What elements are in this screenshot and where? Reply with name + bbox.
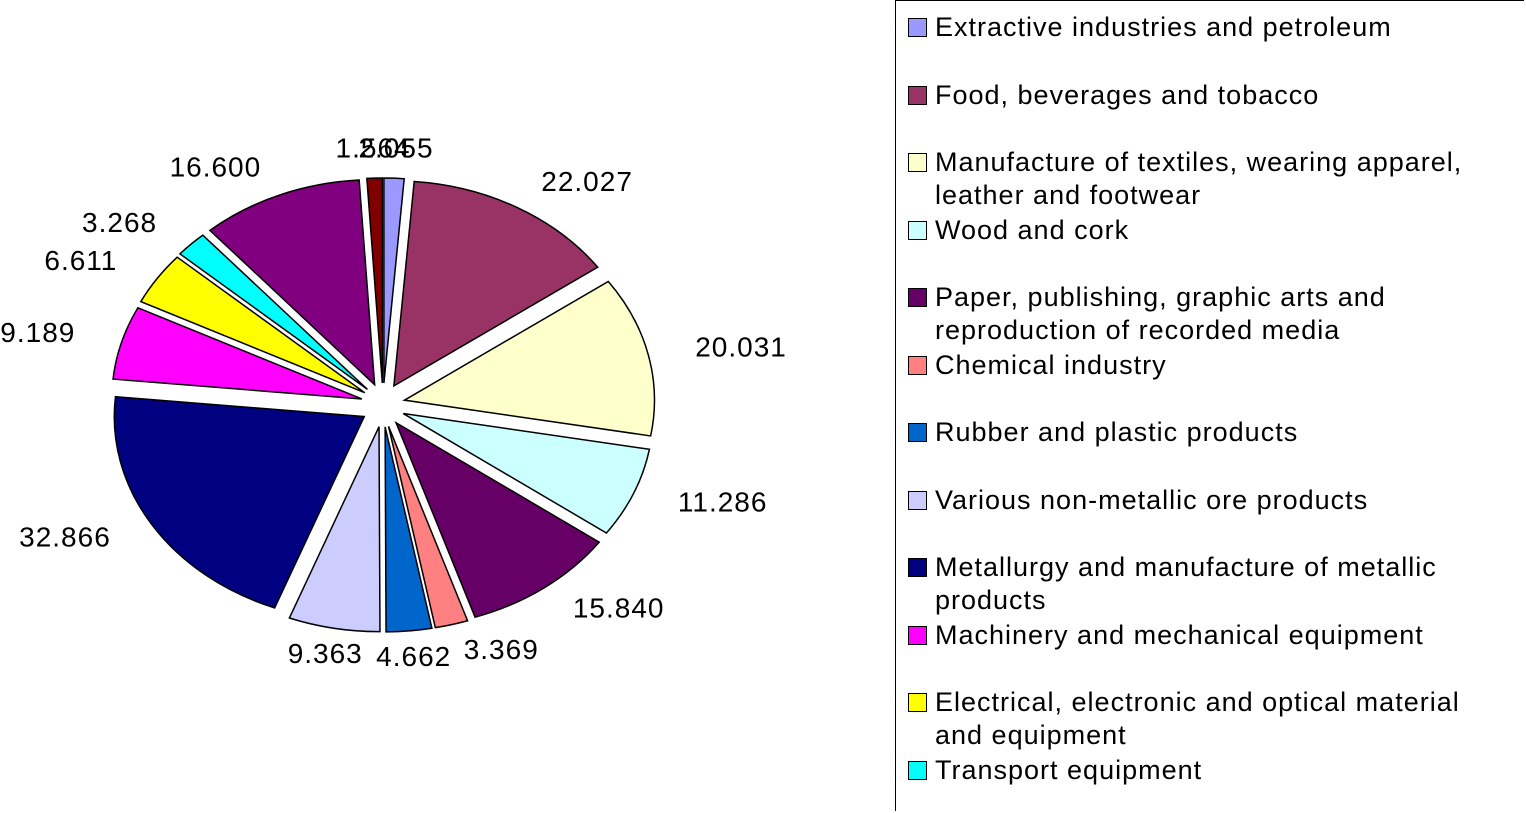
pie-area: 2.055 22.027 20.031 11.286 15.840 3.369 4.662 9…: [0, 133, 787, 673]
legend-label: Paper, publishing, graphic arts and repr…: [935, 282, 1386, 345]
pie-slice: [366, 177, 384, 384]
data-label: 11.286: [678, 486, 768, 517]
data-label: 3.369: [464, 634, 539, 665]
legend-label: Extractive industries and petroleum: [935, 12, 1392, 42]
data-label: 3.268: [82, 207, 157, 238]
legend-swatch: [908, 625, 927, 645]
pie-slice: [178, 234, 368, 391]
pie-slice: [402, 280, 656, 437]
legend-item: Extractive industries and petroleum: [908, 11, 1523, 44]
legend: Extractive industries and petroleum Food,…: [895, 0, 1524, 811]
pie-slice: [402, 412, 651, 534]
legend-swatch: [908, 18, 927, 37]
legend-item: Chemical industry: [908, 349, 1523, 382]
legend-item: Food, beverages and tobacco: [908, 79, 1523, 112]
data-label: 6.611: [44, 245, 117, 276]
legend-label: Various non-metallic ore products: [935, 484, 1369, 515]
legend-label: Chemical industry: [935, 349, 1167, 380]
legend-label: Food, beverages and tobacco: [935, 79, 1320, 110]
legend-swatch: [908, 558, 927, 577]
legend-item: Wood and cork: [908, 214, 1523, 247]
legend-swatch: [908, 760, 927, 780]
data-label: 22.027: [541, 166, 633, 197]
legend-swatch: [908, 355, 927, 375]
pie-slice: [392, 180, 599, 388]
data-label: 32.866: [19, 521, 111, 552]
legend-swatch: [908, 153, 927, 172]
pie-slice: [113, 395, 366, 609]
pie-slice: [112, 306, 363, 400]
legend-swatch: [908, 490, 927, 510]
legend-label: Manufacture of textiles, wearing apparel…: [935, 147, 1463, 210]
legend-label: Transport equipment: [935, 754, 1203, 785]
legend-item: Paper, publishing, graphic arts and repr…: [908, 281, 1523, 347]
legend-swatch: [908, 220, 927, 240]
legend-swatch: [908, 288, 927, 307]
pie-slice: [208, 179, 376, 387]
pie-slice: [139, 256, 366, 394]
pie-slice: [384, 426, 433, 633]
legend-item: Metallurgy and manufacture of metallic p…: [908, 551, 1523, 617]
legend-item: Various non-metallic ore products: [908, 484, 1523, 517]
legend-swatch: [908, 693, 927, 712]
legend-label: Machinery and mechanical equipment: [935, 619, 1424, 650]
legend-swatch: [908, 85, 927, 105]
data-label: 1.564: [336, 133, 411, 164]
legend-label: Rubber and plastic products: [935, 417, 1299, 447]
data-label: 15.840: [573, 593, 665, 624]
data-label: 2.055: [358, 133, 433, 164]
pie-slice: [383, 177, 406, 384]
legend-item: Rubber and plastic products: [908, 416, 1523, 449]
pie-slice: [288, 426, 381, 633]
legend-item: Machinery and mechanical equipment: [908, 619, 1523, 652]
legend-item: Transport equipment: [908, 754, 1523, 787]
data-label: 9.363: [288, 638, 363, 669]
legend-label: Electrical, electronic and optical mater…: [935, 687, 1460, 750]
data-label: 9.189: [0, 317, 75, 348]
data-label: 20.031: [695, 331, 787, 362]
data-label: 16.600: [170, 152, 262, 183]
legend-swatch: [908, 423, 927, 442]
pie-slice: [387, 426, 469, 629]
data-label: 4.662: [376, 641, 451, 672]
legend-label: Metallurgy and manufacture of metallic p…: [935, 552, 1437, 615]
legend-label: Wood and cork: [935, 214, 1130, 245]
legend-item: Manufacture of textiles, wearing apparel…: [908, 146, 1523, 212]
pie-slice: [394, 420, 601, 619]
legend-item: Electrical, electronic and optical mater…: [908, 686, 1523, 752]
